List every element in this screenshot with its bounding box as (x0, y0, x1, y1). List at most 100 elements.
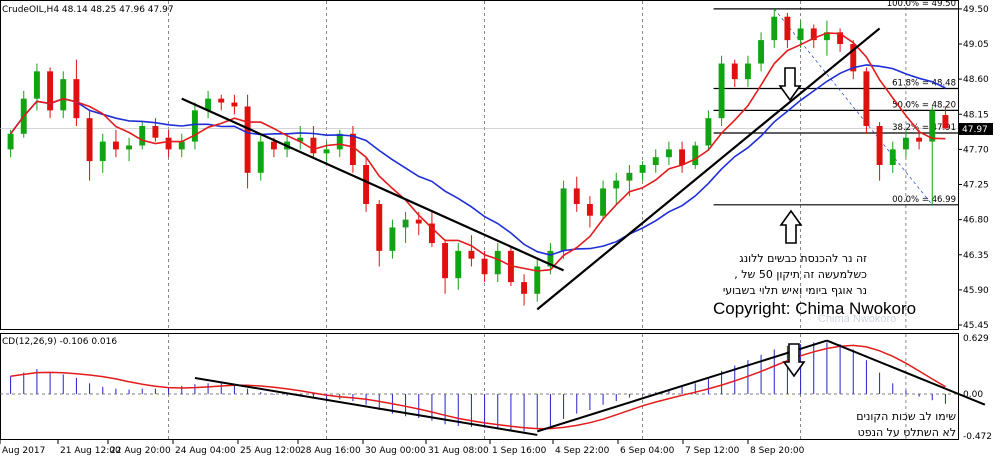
ma-slow-line (9, 64, 946, 256)
fibonacci-layer: 100.0% = 49.50 61.8% = 48.48 50.0% = 48.20… (713, 0, 958, 206)
ma-fast-line (9, 32, 946, 272)
time-tick-label: 31 Aug 08:00 (428, 446, 489, 456)
price-tick-label: 46.80 (963, 216, 989, 226)
copyright-text: Copyright: Chima Nwokoro (713, 299, 916, 318)
candle-body (613, 180, 620, 189)
macd-trendline (536, 339, 828, 433)
candle-body (639, 165, 646, 173)
trendline-layer (181, 27, 881, 311)
candle-body (323, 149, 330, 154)
moving-average-layer (9, 32, 946, 272)
time-tick-label: Aug 2017 (2, 446, 45, 456)
candle-body (652, 157, 659, 165)
candle-body (744, 63, 751, 80)
macd-trendline (194, 376, 538, 436)
candle-body (560, 188, 567, 251)
hebrew-note-line-2: , כשלמעשה זה תיקון 50 של (734, 268, 867, 281)
macd-down-arrow-icon (782, 343, 806, 378)
price-tick-label: 47.25 (963, 181, 989, 191)
price-tick-label: 45.45 (963, 321, 989, 331)
symbol-info: CrudeOIL,H4 48.14 48.25 47.96 47.97 (2, 5, 174, 15)
candle-body (521, 282, 528, 294)
macd-tick-label: 0.629 (963, 334, 989, 344)
time-tick-label: 8 Sep 20:00 (750, 446, 805, 456)
fib-level-label: 50.0% = 48.20 (892, 100, 956, 110)
candle-body (165, 137, 172, 150)
candle-body (916, 137, 923, 142)
candle-body (850, 44, 857, 72)
candle-body (126, 145, 133, 150)
candle-body (758, 40, 765, 64)
price-pane-frame (0, 0, 959, 330)
candle-body (310, 137, 317, 154)
candle-body (468, 250, 475, 259)
candle-body (270, 141, 277, 150)
candle-body (86, 118, 93, 162)
candle-body (257, 141, 264, 173)
up-arrow-icon (779, 209, 803, 244)
time-tick-label: 28 Aug 16:00 (300, 446, 361, 456)
axis-layer: 49.50 49.05 48.60 48.15 47.70 47.25 46.80 46.35… (0, 5, 992, 456)
candle-body (902, 137, 909, 150)
candle-body (547, 250, 554, 267)
macd-layer (10, 339, 986, 436)
fib-level-label: 38.2% = 47.91 (892, 123, 956, 133)
candle-body (863, 71, 870, 126)
candle-body (231, 102, 238, 107)
time-tick-label: 21 Aug 12:00 (60, 446, 121, 456)
candle-body (47, 71, 54, 111)
candle-body (942, 115, 949, 129)
candle-body (7, 133, 14, 150)
macd-trendline (826, 339, 986, 406)
macd-note-line-1: שימו לב שכות הקונים (856, 410, 956, 423)
candle-body (586, 204, 593, 216)
candle-body (178, 141, 185, 150)
price-tick-label: 49.50 (963, 5, 989, 15)
candle-body (415, 219, 422, 224)
candle-body (244, 106, 251, 173)
candle-body (191, 110, 198, 142)
candle-body (60, 79, 67, 111)
candle-body (823, 32, 830, 41)
candle-body (797, 28, 804, 41)
price-tick-label: 45.90 (963, 286, 989, 296)
candle-body (481, 258, 488, 275)
hebrew-note-line-3: נר אוגף ביומי ואיש תלוי בשבועי (723, 284, 867, 297)
candle-body (494, 250, 501, 275)
fib-level-label: 61.8% = 48.48 (892, 79, 956, 89)
fib-level-label: 100.0% = 49.50 (887, 0, 956, 9)
candle-body (679, 149, 686, 165)
time-tick-label: 7 Sep 12:00 (685, 446, 740, 456)
current-price-tag (959, 123, 993, 135)
candle-body (442, 243, 449, 279)
macd-info: CD(12,26,9) -0.106 0.016 (2, 337, 117, 347)
time-tick-label: 6 Sep 04:00 (620, 446, 675, 456)
price-tick-label: 46.35 (963, 251, 989, 261)
candle-body (33, 71, 40, 99)
hebrew-note-line-1: זה נר להכנסת כבשים ללונג (739, 252, 867, 265)
candle-body (402, 219, 409, 228)
time-tick-label: 1 Sep 16:00 (492, 446, 547, 456)
candle-body (455, 250, 462, 279)
candle-body (665, 149, 672, 158)
price-tick-label: 48.60 (963, 75, 989, 85)
macd-pane-frame (0, 333, 959, 440)
price-trendline (181, 97, 565, 272)
candle-body (837, 32, 844, 45)
candle-body (389, 227, 396, 251)
candle-body (626, 172, 633, 181)
candle-body (376, 204, 383, 251)
price-trendline (536, 27, 881, 311)
candle-body (363, 165, 370, 205)
candle-body (99, 141, 106, 162)
time-tick-label: 30 Aug 00:00 (365, 446, 426, 456)
price-tick-label: 48.15 (963, 110, 989, 120)
candle-body (152, 125, 159, 138)
candle-body (73, 79, 80, 119)
time-tick-label: 24 Aug 04:00 (175, 446, 236, 456)
current-price-label: 47.97 (962, 125, 988, 135)
candle-body (705, 118, 712, 146)
time-tick-label: 4 Sep 22:00 (555, 446, 610, 456)
candle-body (889, 149, 896, 165)
